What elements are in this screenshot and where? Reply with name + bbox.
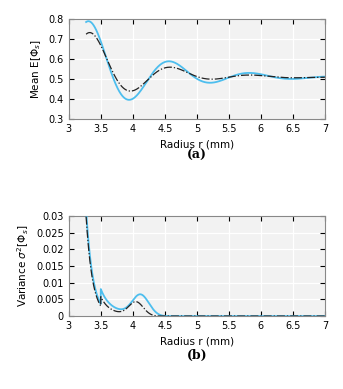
- X-axis label: Radius r (mm): Radius r (mm): [160, 140, 234, 150]
- Text: (b): (b): [187, 349, 207, 362]
- Text: (a): (a): [187, 149, 207, 162]
- X-axis label: Radius r (mm): Radius r (mm): [160, 336, 234, 347]
- Y-axis label: Variance $\sigma^2[\Phi_s]$: Variance $\sigma^2[\Phi_s]$: [15, 225, 31, 307]
- Y-axis label: Mean E[$\Phi_s$]: Mean E[$\Phi_s$]: [29, 39, 43, 99]
